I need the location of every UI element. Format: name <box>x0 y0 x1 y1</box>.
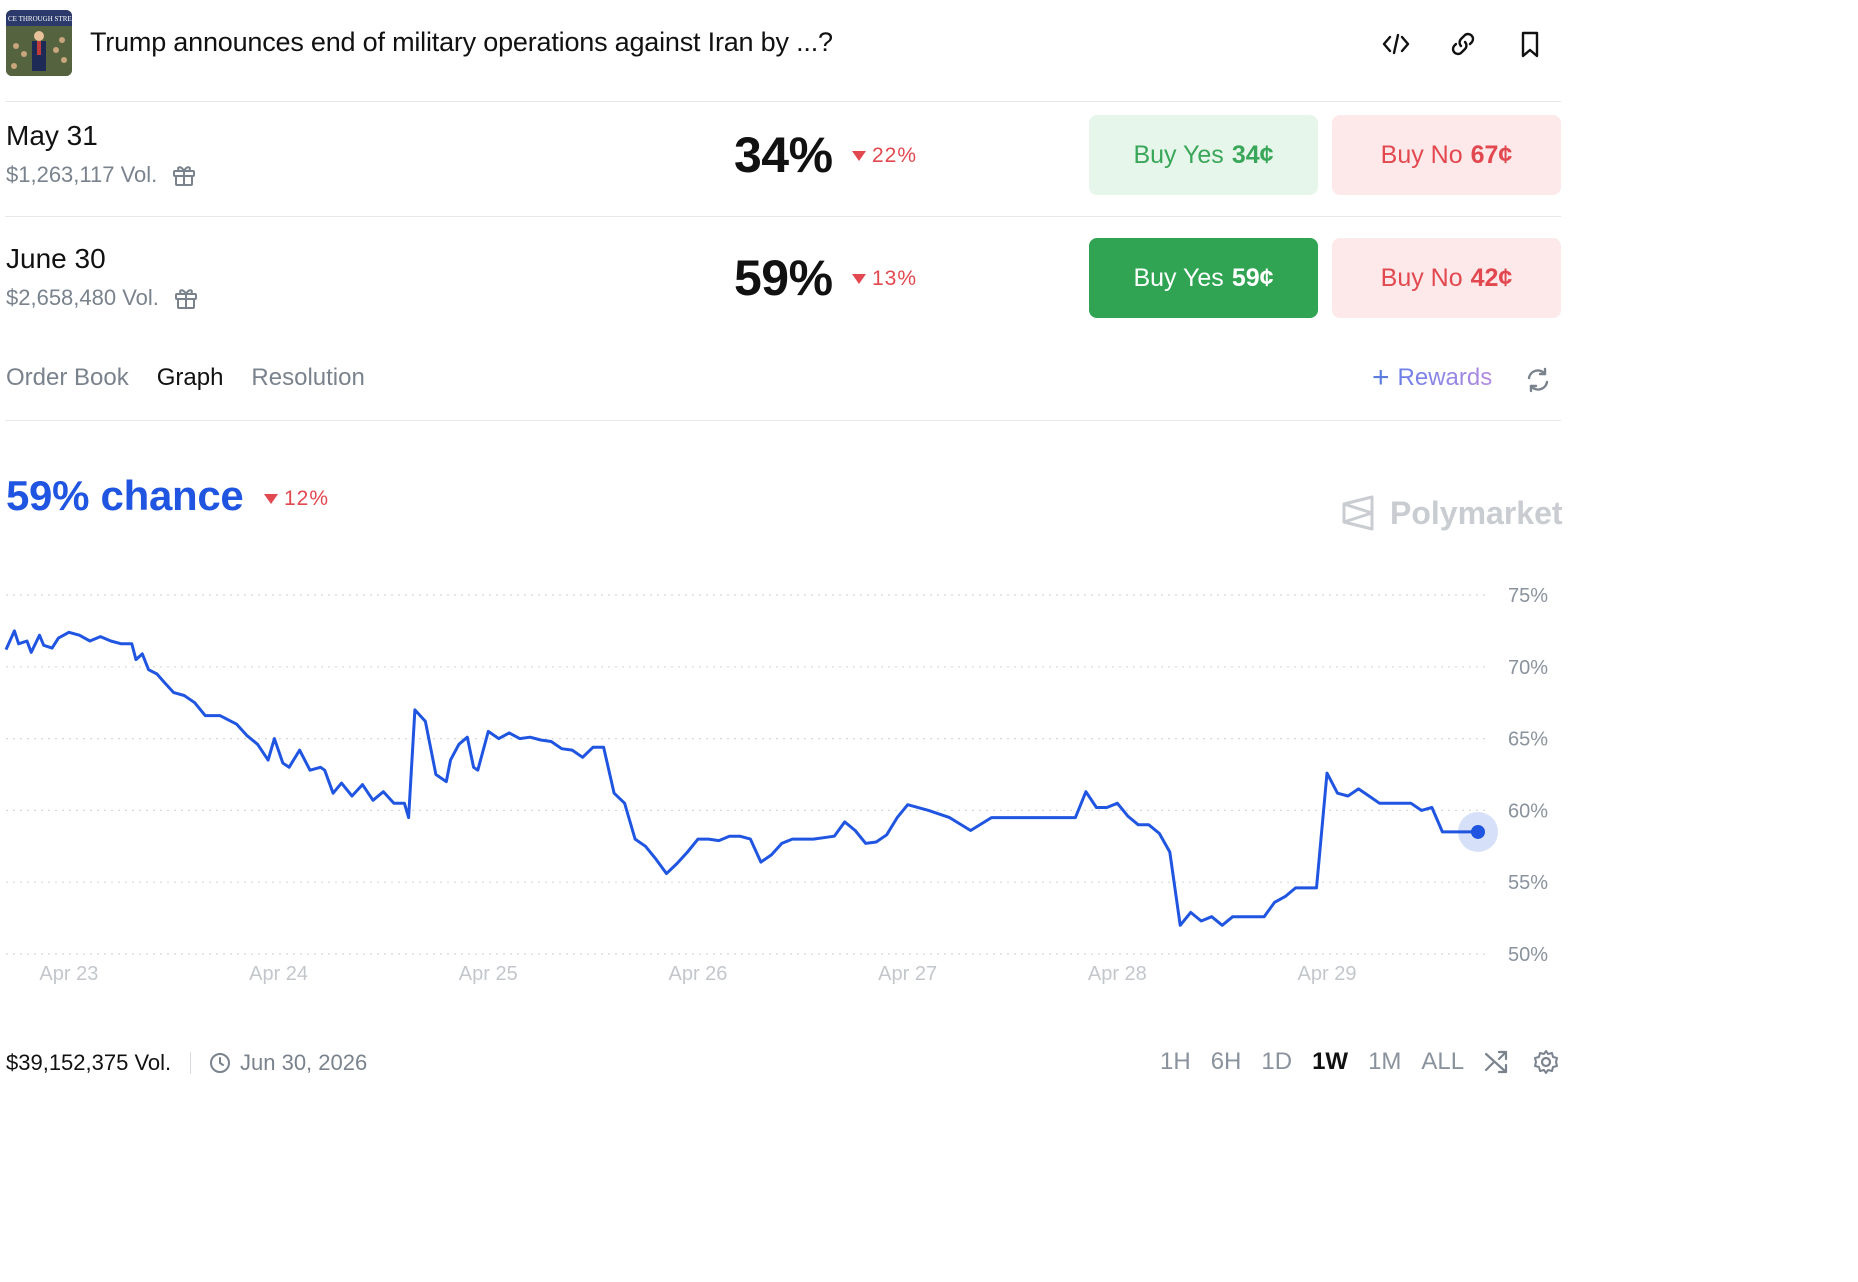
tab-resolution[interactable]: Resolution <box>251 364 365 391</box>
row-divider <box>5 216 1561 217</box>
market-row: June 30 $2,658,480 Vol. 59% 13% Buy Yes … <box>0 225 1858 340</box>
settings-gear-icon[interactable] <box>1532 1048 1560 1076</box>
range-1w[interactable]: 1W <box>1312 1048 1349 1075</box>
copy-link-button[interactable] <box>1443 24 1483 64</box>
x-tick-label: Apr 23 <box>39 963 98 985</box>
y-tick-label: 65% <box>1508 729 1548 751</box>
buy-yes-button[interactable]: Buy Yes 34¢ <box>1089 115 1318 195</box>
buy-yes-label: Buy Yes <box>1133 140 1224 169</box>
buy-no-button[interactable]: Buy No 42¢ <box>1332 238 1561 318</box>
buy-yes-price: 59¢ <box>1231 263 1274 292</box>
market-percent: 59% <box>734 250 833 306</box>
range-all[interactable]: ALL <box>1421 1048 1465 1075</box>
y-tick-label: 55% <box>1508 872 1548 894</box>
market-volume: $1,263,117 Vol. <box>6 162 197 188</box>
tab-order-book[interactable]: Order Book <box>6 364 129 391</box>
total-volume: $39,152,375 Vol. <box>6 1050 172 1075</box>
chance-change: 12% <box>264 487 329 511</box>
range-1m[interactable]: 1M <box>1368 1048 1402 1075</box>
range-1d[interactable]: 1D <box>1261 1048 1293 1075</box>
down-arrow-icon <box>852 151 866 161</box>
market-volume-text: $1,263,117 Vol. <box>6 162 158 187</box>
chart-grid <box>6 594 1490 955</box>
market-header: CE THROUGH STRENG Trump announces end of… <box>0 0 1858 102</box>
range-1h[interactable]: 1H <box>1160 1048 1191 1075</box>
embed-code-button[interactable] <box>1376 24 1416 64</box>
buy-no-price: 42¢ <box>1470 263 1513 292</box>
rewards-label: Rewards <box>1397 364 1493 391</box>
clock-icon <box>210 1053 230 1073</box>
x-tick-label: Apr 27 <box>878 963 937 985</box>
buy-yes-label: Buy Yes <box>1133 263 1224 292</box>
link-icon <box>1451 32 1475 56</box>
buy-no-price: 67¢ <box>1470 140 1513 169</box>
x-tick-label: Apr 24 <box>249 963 308 985</box>
market-date: May 31 <box>6 120 98 151</box>
buy-yes-button[interactable]: Buy Yes 59¢ <box>1089 238 1318 318</box>
x-tick-label: Apr 29 <box>1298 963 1357 985</box>
polymarket-watermark: Polymarket <box>1340 494 1563 532</box>
market-change: 13% <box>852 267 917 291</box>
x-axis-ticks: Apr 23 Apr 24 Apr 25 Apr 26 Apr 27 Apr 28 Apr … <box>39 963 1356 985</box>
polymarket-logo-icon <box>1342 495 1374 531</box>
market-change-value: 13% <box>872 267 918 290</box>
buy-no-button[interactable]: Buy No 67¢ <box>1332 115 1561 195</box>
market-change-value: 22% <box>872 144 918 167</box>
market-change: 22% <box>852 144 917 168</box>
footer-separator <box>190 1052 191 1074</box>
detail-tabs: Order Book Graph Resolution <box>6 364 365 392</box>
current-point-marker[interactable] <box>1471 824 1485 839</box>
chance-headline: 59% chance <box>6 472 244 519</box>
thumbnail-banner-text: CE THROUGH STRENG <box>8 15 72 23</box>
x-tick-label: Apr 28 <box>1088 963 1147 985</box>
y-tick-label: 60% <box>1508 800 1548 822</box>
end-date-text: Jun 30, 2026 <box>240 1050 368 1075</box>
market-percent: 34% <box>734 127 833 183</box>
market-volume: $2,658,480 Vol. <box>6 285 199 311</box>
header-divider <box>5 101 1561 102</box>
market-date: June 30 <box>6 243 106 274</box>
shuffle-icon[interactable] <box>1482 1048 1510 1076</box>
buy-no-label: Buy No <box>1380 140 1463 169</box>
x-tick-label: Apr 25 <box>459 963 518 985</box>
down-arrow-icon <box>852 274 866 284</box>
range-6h[interactable]: 6H <box>1210 1048 1242 1075</box>
down-arrow-icon <box>264 494 278 504</box>
plus-icon: + <box>1372 361 1390 394</box>
y-tick-label: 50% <box>1508 944 1548 966</box>
watermark-text: Polymarket <box>1390 494 1563 531</box>
bookmark-button[interactable] <box>1510 24 1550 64</box>
bookmark-icon <box>1521 31 1539 58</box>
time-range-selector: 1H 6H 1D 1W 1M ALL <box>1160 1048 1464 1076</box>
y-axis-ticks: 75% 70% 65% 60% 55% 50% <box>1508 585 1548 966</box>
chance-change-value: 12% <box>284 487 330 510</box>
tab-graph[interactable]: Graph <box>156 364 224 391</box>
gift-icon[interactable] <box>171 162 197 188</box>
y-tick-label: 70% <box>1508 657 1548 679</box>
buy-yes-price: 34¢ <box>1231 140 1274 169</box>
x-tick-label: Apr 26 <box>668 963 727 985</box>
refresh-icon[interactable] <box>1524 366 1552 394</box>
market-row: May 31 $1,263,117 Vol. 34% 22% Buy Yes 3… <box>0 102 1858 217</box>
y-tick-label: 75% <box>1508 585 1548 607</box>
gift-icon[interactable] <box>173 285 199 311</box>
buy-no-label: Buy No <box>1380 263 1463 292</box>
tabs-divider <box>5 420 1561 421</box>
market-thumbnail: CE THROUGH STRENG <box>6 10 72 76</box>
price-chart[interactable]: 75%70%65%60%55%50% Apr 23 Apr 24 Apr 25 Apr… <box>0 570 1858 1000</box>
series-line <box>4 629 1478 927</box>
market-title: Trump announces end of military operatio… <box>90 27 833 57</box>
market-volume-text: $2,658,480 Vol. <box>6 285 159 310</box>
rewards-button[interactable]: + Rewards <box>1372 361 1493 394</box>
code-icon <box>1382 33 1410 55</box>
end-date: Jun 30, 2026 <box>208 1050 367 1076</box>
